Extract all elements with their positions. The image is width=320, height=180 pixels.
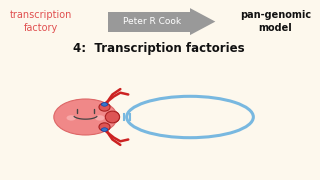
Ellipse shape: [99, 103, 110, 111]
Ellipse shape: [99, 123, 110, 131]
Ellipse shape: [54, 99, 117, 135]
Circle shape: [101, 128, 108, 131]
Text: Peter R Cook: Peter R Cook: [123, 17, 181, 26]
Text: transcription
factory: transcription factory: [10, 10, 72, 33]
FancyBboxPatch shape: [108, 12, 190, 32]
Text: pan-genomic
model: pan-genomic model: [240, 10, 311, 33]
Ellipse shape: [99, 103, 110, 111]
Ellipse shape: [105, 111, 120, 123]
Polygon shape: [190, 8, 215, 35]
Text: 4:  Transcription factories: 4: Transcription factories: [73, 42, 244, 55]
Ellipse shape: [99, 123, 110, 131]
Circle shape: [67, 115, 76, 121]
Circle shape: [95, 115, 105, 121]
Ellipse shape: [105, 111, 120, 123]
Circle shape: [101, 103, 108, 106]
